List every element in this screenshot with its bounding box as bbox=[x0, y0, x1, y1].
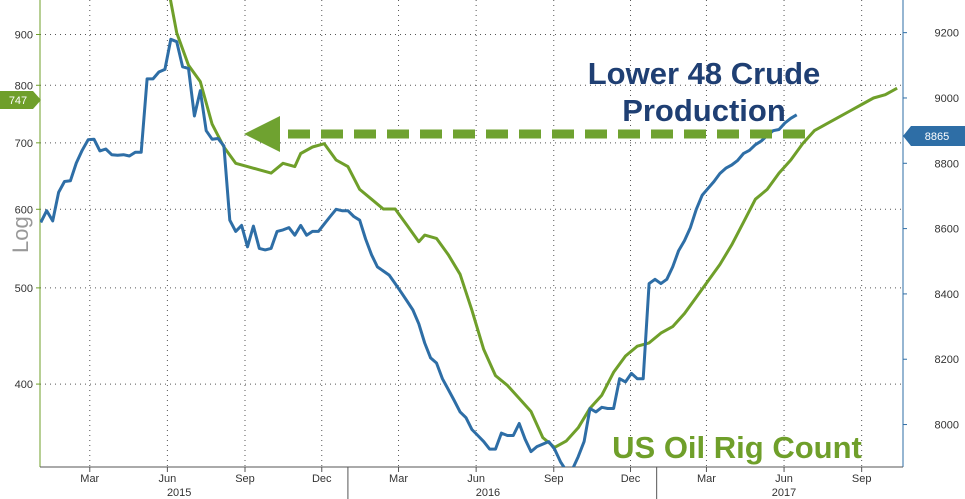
x-tick-label: Mar bbox=[389, 473, 408, 485]
arrow-head bbox=[244, 116, 280, 152]
right-tick-label: 9000 bbox=[935, 93, 959, 105]
x-tick-label: Mar bbox=[697, 473, 716, 485]
x-tick-label: Jun bbox=[775, 473, 793, 485]
rig-count-line bbox=[40, 37, 798, 467]
year-label: 2015 bbox=[167, 487, 191, 499]
right-last-value-badge: 8865 bbox=[903, 126, 965, 146]
left-tick-label: 500 bbox=[15, 283, 33, 295]
production-arrow bbox=[244, 116, 806, 152]
right-tick-label: 8400 bbox=[935, 289, 959, 301]
left-tick-label: 900 bbox=[15, 30, 33, 42]
x-tick-label: Jun bbox=[159, 473, 177, 485]
x-tick-label: Sep bbox=[544, 473, 564, 485]
series bbox=[40, 0, 898, 467]
x-tick-label: Sep bbox=[235, 473, 255, 485]
production-line bbox=[168, 0, 898, 449]
x-tick-label: Dec bbox=[312, 473, 332, 485]
right-tick-label: 8000 bbox=[935, 420, 959, 432]
rig-count-label: US Oil Rig Count bbox=[612, 430, 862, 465]
year-label: 2017 bbox=[772, 487, 796, 499]
left-badge-value: 747 bbox=[9, 95, 27, 107]
production-label-line1: Lower 48 Crude bbox=[588, 56, 821, 91]
x-tick-label: Mar bbox=[80, 473, 99, 485]
left-tick-label: 800 bbox=[15, 80, 33, 92]
right-tick-label: 8800 bbox=[935, 158, 959, 170]
left-last-value-badge: 747 bbox=[0, 91, 41, 109]
left-tick-label: 700 bbox=[15, 138, 33, 150]
production-label-line2: Production bbox=[622, 93, 786, 128]
right-badge-value: 8865 bbox=[925, 131, 949, 143]
left-tick-label: 600 bbox=[15, 204, 33, 216]
right-tick-label: 8600 bbox=[935, 224, 959, 236]
year-label: 2016 bbox=[476, 487, 500, 499]
left-tick-label: 400 bbox=[15, 379, 33, 391]
left-badge-shape bbox=[0, 91, 41, 109]
x-tick-label: Dec bbox=[621, 473, 641, 485]
right-tick-label: 9200 bbox=[935, 28, 959, 40]
x-tick-label: Sep bbox=[852, 473, 872, 485]
right-badge-shape bbox=[903, 126, 965, 146]
right-tick-label: 8200 bbox=[935, 354, 959, 366]
x-tick-label: Jun bbox=[467, 473, 485, 485]
left-axis-label: Log bbox=[8, 216, 33, 253]
axes: 400 500 600 700 800 900 8000 8200 8400 8600 8800 90… bbox=[15, 0, 959, 499]
